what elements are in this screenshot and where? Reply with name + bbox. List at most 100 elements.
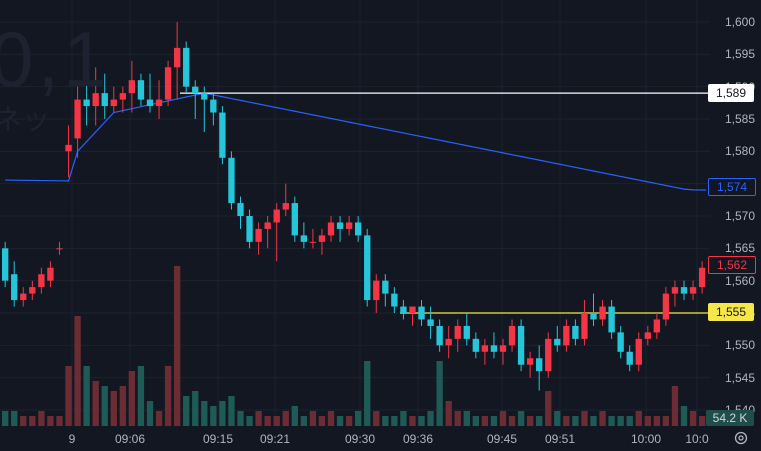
symbol-watermark: 0,1 — [0, 15, 111, 103]
candle-body — [427, 319, 434, 326]
candle-body — [237, 203, 244, 216]
volume-bar — [599, 411, 606, 426]
candle-body — [173, 47, 181, 68]
volume-bar — [38, 411, 45, 426]
volume-bar — [526, 416, 534, 426]
candle-body — [454, 325, 461, 339]
name-watermark: ネッ — [0, 104, 51, 135]
price-chart[interactable]: 0,1 ネッ — [0, 0, 710, 426]
volume-bar — [20, 416, 27, 426]
time-tick-label: 09:06 — [114, 432, 146, 446]
candle-body — [164, 67, 172, 100]
candle-body — [29, 287, 36, 294]
volume-bar — [155, 411, 163, 426]
candle-body — [436, 325, 443, 346]
price-axis[interactable]: 1,6001,5951,5901,5851,5801,5751,5701,565… — [710, 0, 761, 426]
volume-bar — [327, 411, 335, 426]
candle-body — [101, 93, 108, 107]
volume-bar — [545, 391, 552, 426]
last-price-label: 1,562 — [708, 256, 756, 274]
volume-bar — [391, 416, 398, 426]
volume-bar — [101, 386, 108, 426]
volume-bar — [282, 411, 289, 426]
candle-body — [110, 99, 117, 107]
volume-bar — [273, 416, 280, 426]
candle-body — [11, 274, 18, 301]
volume-bar — [536, 416, 543, 426]
volume-bar — [183, 396, 190, 426]
volume-bar — [110, 391, 117, 426]
volume-bar — [445, 401, 452, 426]
candle-body — [255, 228, 262, 242]
candle-body — [608, 306, 615, 333]
volume-bar — [201, 401, 208, 426]
candle-body — [671, 287, 679, 294]
volume-label: 54.2 K — [706, 410, 754, 426]
volume-bar — [255, 411, 262, 426]
candle-body — [689, 287, 697, 294]
volume-bar — [291, 406, 298, 426]
volume-bar — [83, 366, 90, 426]
candle-body — [391, 293, 398, 307]
candle-body — [644, 332, 651, 339]
candle-body — [635, 338, 642, 365]
volume-bar — [56, 416, 63, 426]
volume-bar — [300, 416, 308, 426]
price-tick-label: 1,595 — [724, 47, 755, 62]
volume-bar — [481, 416, 489, 426]
volume-bar — [454, 411, 461, 426]
candle-body — [56, 248, 63, 250]
candle-body — [38, 274, 45, 288]
volume-bar — [192, 391, 199, 426]
volume-bar — [554, 411, 561, 426]
volume-bar — [635, 411, 642, 426]
candle-body — [264, 222, 271, 229]
volume-bar — [581, 411, 588, 426]
volume-bar — [219, 401, 226, 426]
candle-body — [183, 47, 190, 87]
price-tick-label: 1,550 — [724, 338, 755, 353]
volume-bar — [671, 386, 679, 426]
volume-bar — [228, 396, 235, 426]
volume-bar — [309, 411, 317, 426]
volume-bar — [74, 316, 81, 426]
candle-body — [336, 222, 344, 229]
candle-body — [192, 86, 199, 94]
volume-bar — [617, 416, 624, 426]
volume-bar — [698, 416, 706, 426]
price-tick-label: 1,580 — [724, 144, 755, 159]
candle-body — [373, 280, 380, 301]
candle-body — [128, 80, 136, 94]
volume-bar — [517, 411, 525, 426]
support-line-price-label[interactable]: 1,555 — [708, 303, 754, 321]
volume-bar — [463, 411, 470, 426]
candle-body — [146, 99, 154, 107]
candle-body — [20, 293, 27, 301]
candle-body — [309, 241, 317, 243]
candle-body — [201, 93, 208, 100]
candle-body — [282, 203, 289, 210]
volume-bar — [608, 416, 615, 426]
time-tick-label: 9 — [68, 432, 76, 446]
volume-bar — [680, 406, 688, 426]
time-tick-label: 09:36 — [402, 432, 434, 446]
volume-bar — [237, 411, 244, 426]
candlestick-svg[interactable] — [0, 0, 710, 426]
volume-bar — [2, 411, 9, 426]
price-tick-label: 1,600 — [724, 15, 755, 29]
candle-body — [291, 203, 298, 236]
volume-bar — [563, 416, 570, 426]
volume-bar — [345, 416, 353, 426]
candle-body — [246, 216, 253, 242]
time-axis[interactable]: 9 09:06 09:15 09:21 09:30 09:36 09:45 09:51 10:0… — [0, 426, 761, 451]
time-tick-label: 10:00 — [630, 432, 662, 446]
price-tick-label: 1,565 — [724, 241, 755, 256]
candle-body — [92, 93, 99, 107]
candle-body — [400, 306, 407, 313]
volume-bar — [47, 416, 54, 426]
volume-bar — [246, 416, 253, 426]
candle-body — [554, 338, 561, 346]
gear-icon[interactable] — [733, 430, 749, 446]
price-tick-label: 1,560 — [724, 273, 755, 288]
horizontal-line-price-label[interactable]: 1,589 — [708, 84, 754, 102]
